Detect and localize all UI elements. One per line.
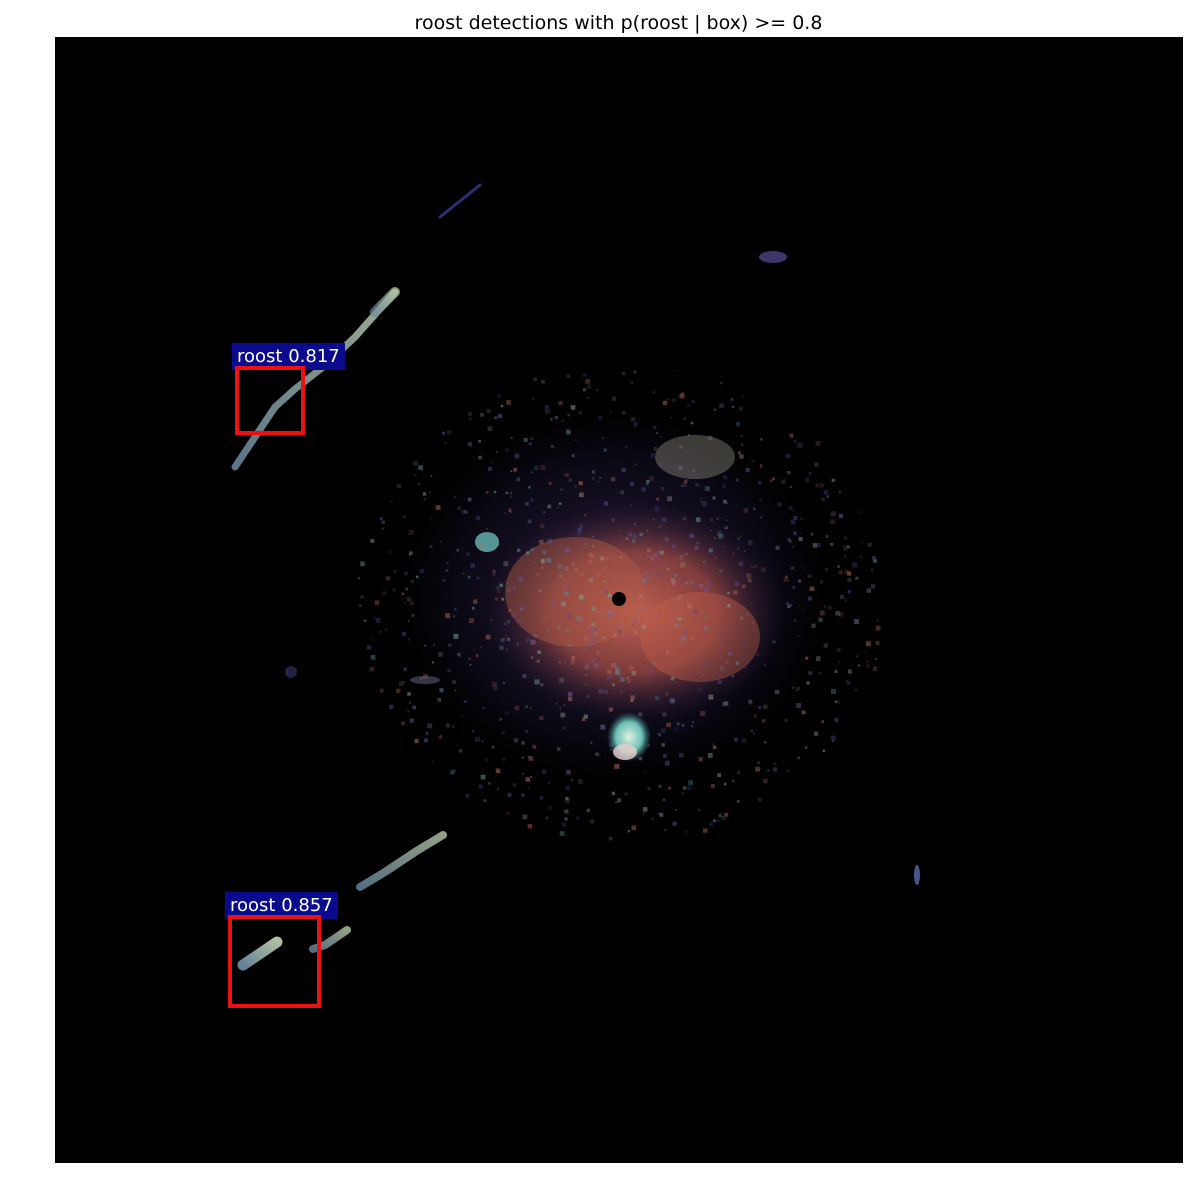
scattered-echoes (285, 251, 920, 885)
radar-reflectivity-image (231, 183, 920, 971)
detection-label: roost 0.857 (225, 892, 338, 919)
radar-image-panel: roost 0.817 roost 0.857 (55, 37, 1183, 1163)
bright-echo-blob (607, 712, 651, 762)
reflectivity-core (475, 435, 785, 722)
speckle-field (358, 370, 881, 841)
radar-site-center (612, 592, 626, 606)
detection-box (228, 915, 321, 1008)
detection-box (235, 366, 305, 435)
detection-label: roost 0.817 (232, 343, 345, 370)
upper-streak (231, 183, 482, 471)
figure-title: roost detections with p(roost | box) >= … (414, 12, 823, 34)
